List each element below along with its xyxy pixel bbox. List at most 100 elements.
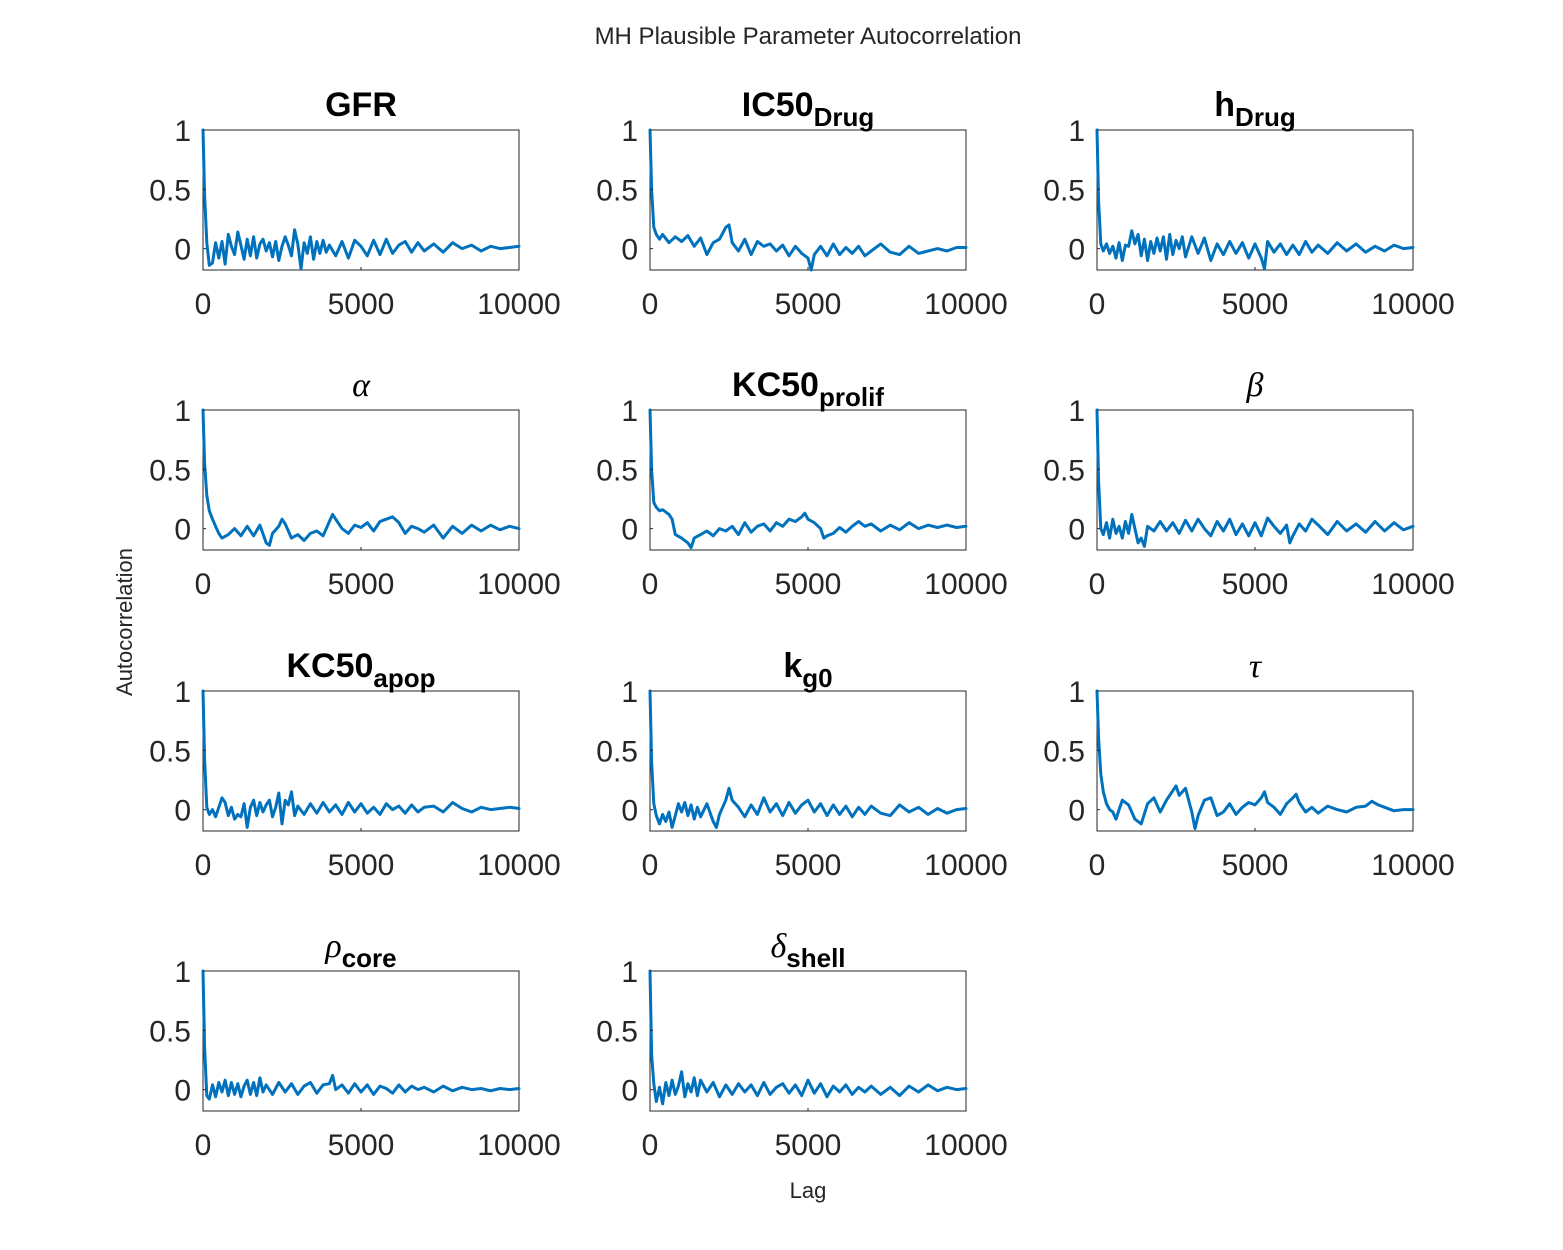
- x-tick-label: 0: [642, 849, 659, 882]
- x-tick-label: 0: [195, 849, 212, 882]
- subplot-title-part: τ: [1249, 648, 1263, 685]
- subplot-title-part: k: [783, 647, 802, 685]
- x-tick-label: 5000: [328, 849, 395, 882]
- x-tick-label: 10000: [924, 1129, 1007, 1162]
- subplot-4: 0 0.5 1 0 5000 10000 α: [149, 367, 560, 601]
- subplot-10: 0 0.5 1 0 5000 10000 ρcore: [149, 928, 560, 1162]
- y-tick-label: 1: [621, 395, 638, 428]
- subplot-title-part: h: [1214, 86, 1235, 124]
- y-tick-label: 0: [621, 1075, 638, 1108]
- x-tick-label: 10000: [924, 849, 1007, 882]
- subplot-title: hDrug: [1214, 86, 1295, 132]
- y-tick-label: 0.5: [149, 1015, 191, 1048]
- subplot-title-part: shell: [786, 943, 845, 973]
- y-tick-label: 0: [621, 795, 638, 828]
- subplot-2: 0 0.5 1 0 5000 10000 IC50Drug: [596, 86, 1007, 321]
- y-tick-label: 1: [174, 115, 191, 148]
- autocorrelation-line: [201, 969, 521, 1101]
- x-tick-label: 5000: [328, 568, 395, 601]
- subplot-title-part: g0: [802, 663, 832, 693]
- subplot-1: 0 0.5 1 0 5000 10000 GFR: [149, 86, 560, 321]
- x-tick-label: 10000: [477, 849, 560, 882]
- axes-box: [649, 129, 967, 271]
- subplot-title: τ: [1249, 648, 1263, 685]
- subplot-7: 0 0.5 1 0 5000 10000 KC50apop: [149, 647, 560, 882]
- y-tick-label: 1: [1068, 115, 1085, 148]
- figure-x-label: Lag: [790, 1178, 827, 1203]
- y-tick-label: 0.5: [1043, 735, 1085, 768]
- y-tick-label: 0.5: [596, 1015, 638, 1048]
- autocorrelation-line: [1095, 128, 1415, 271]
- y-tick-label: 0.5: [149, 735, 191, 768]
- y-tick-label: 0.5: [596, 454, 638, 487]
- subplot-8: 0 0.5 1 0 5000 10000 kg0: [596, 647, 1007, 882]
- autocorrelation-line: [1095, 408, 1415, 548]
- x-tick-label: 5000: [775, 1129, 842, 1162]
- subplot-title: kg0: [783, 647, 832, 693]
- x-tick-label: 10000: [477, 288, 560, 321]
- subplot-title-part: GFR: [325, 86, 397, 124]
- y-tick-label: 1: [174, 956, 191, 989]
- y-tick-label: 0: [621, 514, 638, 547]
- subplot-title: δshell: [770, 928, 845, 973]
- subplot-6: 0 0.5 1 0 5000 10000 β: [1043, 367, 1454, 601]
- x-tick-label: 5000: [775, 568, 842, 601]
- x-tick-label: 10000: [477, 568, 560, 601]
- autocorrelation-line: [648, 128, 968, 272]
- subplot-5: 0 0.5 1 0 5000 10000 KC50prolif: [596, 366, 1007, 601]
- figure-title: MH Plausible Parameter Autocorrelation: [595, 23, 1022, 50]
- autocorrelation-line: [648, 408, 968, 550]
- y-tick-label: 1: [1068, 395, 1085, 428]
- subplot-11: 0 0.5 1 0 5000 10000 δshell: [596, 928, 1007, 1162]
- y-tick-label: 1: [621, 676, 638, 709]
- subplot-title-part: δ: [770, 928, 787, 965]
- subplot-title-part: Drug: [1235, 102, 1296, 132]
- y-tick-label: 1: [621, 956, 638, 989]
- subplot-title-part: α: [352, 367, 371, 404]
- subplot-title-part: prolif: [819, 382, 884, 412]
- subplot-title-part: KC50: [732, 366, 819, 404]
- autocorrelation-line: [201, 408, 521, 547]
- x-tick-label: 0: [642, 568, 659, 601]
- y-tick-label: 0: [174, 1075, 191, 1108]
- x-tick-label: 5000: [1222, 288, 1289, 321]
- x-tick-label: 10000: [1371, 568, 1454, 601]
- autocorrelation-line: [648, 689, 968, 829]
- x-tick-label: 10000: [477, 1129, 560, 1162]
- subplot-title: KC50apop: [286, 647, 435, 693]
- x-tick-label: 5000: [775, 849, 842, 882]
- y-tick-label: 0: [174, 234, 191, 267]
- figure-y-label: Autocorrelation: [112, 548, 137, 696]
- y-tick-label: 0.5: [596, 174, 638, 207]
- subplot-title-part: KC50: [286, 647, 373, 685]
- subplot-title: β: [1246, 367, 1264, 404]
- y-tick-label: 0: [1068, 795, 1085, 828]
- y-tick-label: 0.5: [149, 174, 191, 207]
- x-tick-label: 0: [642, 288, 659, 321]
- y-tick-label: 0: [1068, 234, 1085, 267]
- subplot-title: ρcore: [324, 928, 396, 973]
- subplot-title-part: Drug: [814, 102, 875, 132]
- axes-box: [1096, 409, 1414, 551]
- y-tick-label: 0: [174, 514, 191, 547]
- subplot-title: KC50prolif: [732, 366, 884, 412]
- y-tick-label: 0.5: [596, 735, 638, 768]
- subplot-title-part: apop: [373, 663, 435, 693]
- y-tick-label: 0: [174, 795, 191, 828]
- x-tick-label: 10000: [924, 288, 1007, 321]
- x-tick-label: 0: [1089, 288, 1106, 321]
- subplot-9: 0 0.5 1 0 5000 10000 τ: [1043, 648, 1454, 882]
- y-tick-label: 1: [621, 115, 638, 148]
- y-tick-label: 0.5: [1043, 454, 1085, 487]
- y-tick-label: 0.5: [1043, 174, 1085, 207]
- x-tick-label: 10000: [1371, 288, 1454, 321]
- y-tick-label: 1: [174, 395, 191, 428]
- x-tick-label: 0: [642, 1129, 659, 1162]
- x-tick-label: 5000: [1222, 849, 1289, 882]
- x-tick-label: 10000: [1371, 849, 1454, 882]
- y-tick-label: 1: [1068, 676, 1085, 709]
- subplot-3: 0 0.5 1 0 5000 10000 hDrug: [1043, 86, 1454, 321]
- x-tick-label: 0: [195, 288, 212, 321]
